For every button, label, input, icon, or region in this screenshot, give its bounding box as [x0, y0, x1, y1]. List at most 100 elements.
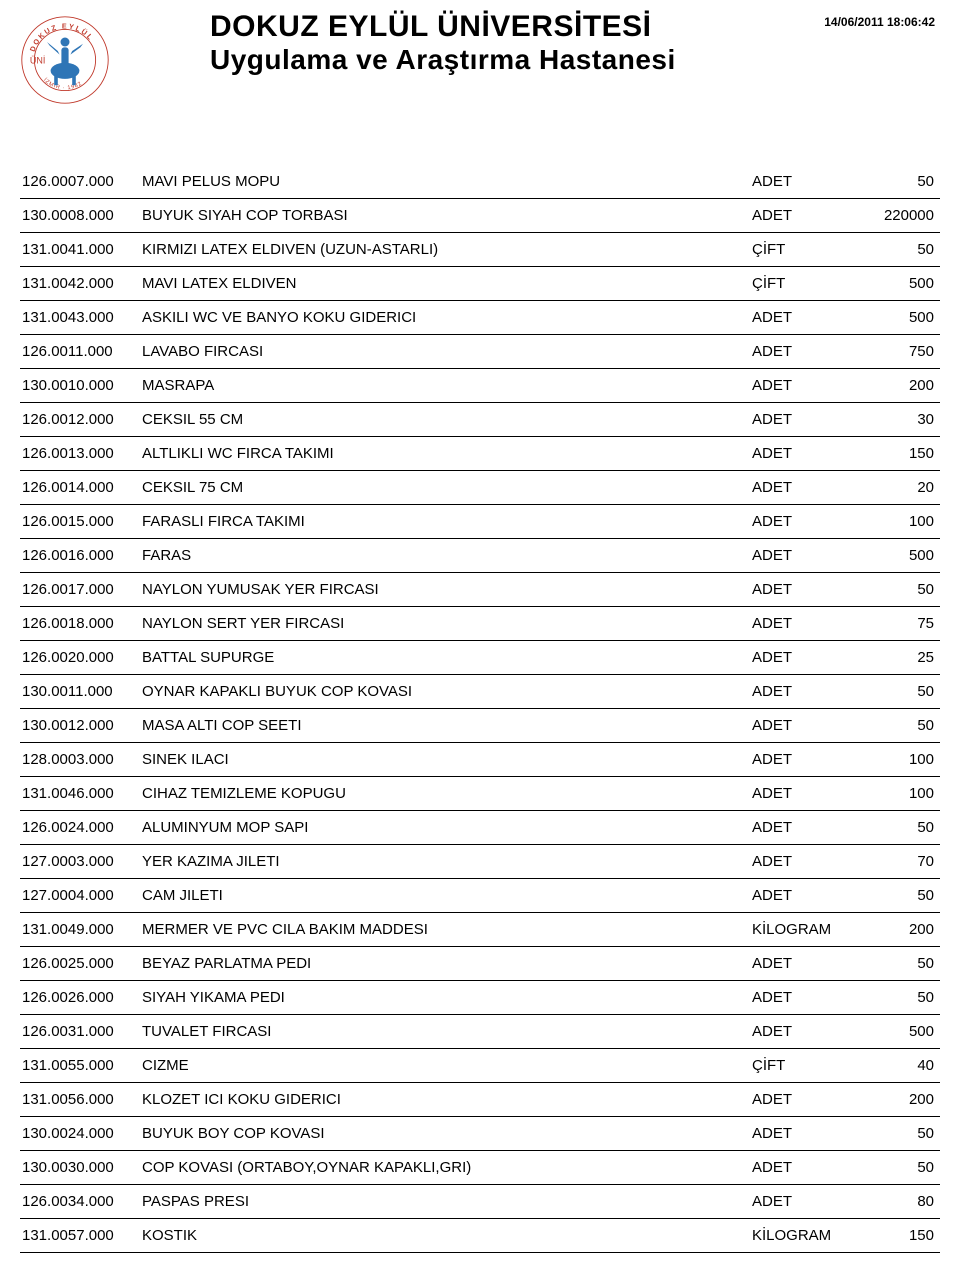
table-row: 126.0013.000ALTLIKLI WC FIRCA TAKIMIADET… — [20, 437, 940, 471]
title-block: DOKUZ EYLÜL ÜNİVERSİTESİ Uygulama ve Ara… — [130, 10, 940, 76]
item-unit: ADET — [750, 369, 860, 403]
item-unit: ADET — [750, 811, 860, 845]
item-description: CIZME — [140, 1049, 750, 1083]
item-quantity: 220000 — [860, 199, 940, 233]
item-code: 126.0031.000 — [20, 1015, 140, 1049]
item-description: YER KAZIMA JILETI — [140, 845, 750, 879]
item-quantity: 40 — [860, 1049, 940, 1083]
item-description: BATTAL SUPURGE — [140, 641, 750, 675]
item-code: 131.0041.000 — [20, 233, 140, 267]
item-quantity: 25 — [860, 641, 940, 675]
item-quantity: 50 — [860, 573, 940, 607]
table-row: 131.0055.000CIZMEÇİFT40 — [20, 1049, 940, 1083]
item-quantity: 750 — [860, 335, 940, 369]
item-quantity: 50 — [860, 233, 940, 267]
item-unit: ÇİFT — [750, 1049, 860, 1083]
table-row: 126.0016.000FARASADET500 — [20, 539, 940, 573]
item-unit: ADET — [750, 301, 860, 335]
table-row: 126.0026.000SIYAH YIKAMA PEDIADET50 — [20, 981, 940, 1015]
item-unit: ADET — [750, 1083, 860, 1117]
item-quantity: 50 — [860, 709, 940, 743]
table-row: 126.0031.000TUVALET FIRCASIADET500 — [20, 1015, 940, 1049]
item-unit: ADET — [750, 335, 860, 369]
item-quantity: 80 — [860, 1185, 940, 1219]
item-description: ALTLIKLI WC FIRCA TAKIMI — [140, 437, 750, 471]
item-code: 126.0018.000 — [20, 607, 140, 641]
item-quantity: 500 — [860, 301, 940, 335]
item-quantity: 50 — [860, 947, 940, 981]
table-row: 130.0008.000BUYUK SIYAH COP TORBASIADET2… — [20, 199, 940, 233]
item-quantity: 100 — [860, 505, 940, 539]
item-code: 126.0013.000 — [20, 437, 140, 471]
table-row: 130.0011.000OYNAR KAPAKLI BUYUK COP KOVA… — [20, 675, 940, 709]
item-code: 126.0020.000 — [20, 641, 140, 675]
item-unit: ADET — [750, 1015, 860, 1049]
item-description: ASKILI WC VE BANYO KOKU GIDERICI — [140, 301, 750, 335]
item-code: 131.0043.000 — [20, 301, 140, 335]
items-table: 126.0007.000MAVI PELUS MOPUADET50130.000… — [20, 165, 940, 1253]
item-code: 127.0004.000 — [20, 879, 140, 913]
item-quantity: 70 — [860, 845, 940, 879]
item-unit: ÇİFT — [750, 267, 860, 301]
table-row: 130.0024.000BUYUK BOY COP KOVASIADET50 — [20, 1117, 940, 1151]
item-quantity: 100 — [860, 743, 940, 777]
table-row: 131.0042.000MAVI LATEX ELDIVENÇİFT500 — [20, 267, 940, 301]
item-code: 126.0015.000 — [20, 505, 140, 539]
item-code: 126.0016.000 — [20, 539, 140, 573]
item-code: 130.0024.000 — [20, 1117, 140, 1151]
table-row: 131.0046.000CIHAZ TEMIZLEME KOPUGUADET10… — [20, 777, 940, 811]
item-quantity: 75 — [860, 607, 940, 641]
item-code: 131.0056.000 — [20, 1083, 140, 1117]
item-unit: ADET — [750, 437, 860, 471]
table-row: 126.0034.000PASPAS PRESIADET80 — [20, 1185, 940, 1219]
item-code: 126.0014.000 — [20, 471, 140, 505]
table-row: 131.0049.000MERMER VE PVC CILA BAKIM MAD… — [20, 913, 940, 947]
item-description: BEYAZ PARLATMA PEDI — [140, 947, 750, 981]
header: DOKUZ EYLÜL İZMİR · 1982 ÜNİ — [20, 10, 940, 105]
item-description: SINEK ILACI — [140, 743, 750, 777]
university-logo: DOKUZ EYLÜL İZMİR · 1982 ÜNİ — [20, 15, 110, 105]
item-unit: ADET — [750, 641, 860, 675]
item-code: 130.0030.000 — [20, 1151, 140, 1185]
item-unit: ADET — [750, 675, 860, 709]
item-code: 130.0008.000 — [20, 199, 140, 233]
item-description: MAVI LATEX ELDIVEN — [140, 267, 750, 301]
item-description: KIRMIZI LATEX ELDIVEN (UZUN-ASTARLI) — [140, 233, 750, 267]
table-row: 131.0043.000ASKILI WC VE BANYO KOKU GIDE… — [20, 301, 940, 335]
item-description: TUVALET FIRCASI — [140, 1015, 750, 1049]
item-code: 126.0011.000 — [20, 335, 140, 369]
table-row: 126.0012.000CEKSIL 55 CMADET30 — [20, 403, 940, 437]
item-description: LAVABO FIRCASI — [140, 335, 750, 369]
table-row: 127.0004.000CAM JILETIADET50 — [20, 879, 940, 913]
item-unit: ADET — [750, 879, 860, 913]
item-description: MASA ALTI COP SEETI — [140, 709, 750, 743]
item-unit: ADET — [750, 845, 860, 879]
item-quantity: 200 — [860, 369, 940, 403]
item-unit: ADET — [750, 743, 860, 777]
item-quantity: 50 — [860, 879, 940, 913]
item-quantity: 100 — [860, 777, 940, 811]
item-unit: ADET — [750, 1185, 860, 1219]
item-unit: ADET — [750, 607, 860, 641]
item-quantity: 500 — [860, 1015, 940, 1049]
item-description: CEKSIL 75 CM — [140, 471, 750, 505]
item-unit: KİLOGRAM — [750, 913, 860, 947]
item-quantity: 50 — [860, 811, 940, 845]
item-code: 131.0049.000 — [20, 913, 140, 947]
item-unit: ADET — [750, 777, 860, 811]
item-quantity: 50 — [860, 1151, 940, 1185]
item-code: 126.0017.000 — [20, 573, 140, 607]
item-code: 131.0042.000 — [20, 267, 140, 301]
table-row: 126.0014.000CEKSIL 75 CMADET20 — [20, 471, 940, 505]
item-quantity: 500 — [860, 539, 940, 573]
item-description: KOSTIK — [140, 1219, 750, 1253]
table-row: 126.0020.000BATTAL SUPURGEADET25 — [20, 641, 940, 675]
item-code: 130.0011.000 — [20, 675, 140, 709]
item-code: 126.0007.000 — [20, 165, 140, 199]
svg-text:ÜNİ: ÜNİ — [30, 56, 46, 66]
item-quantity: 30 — [860, 403, 940, 437]
item-unit: KİLOGRAM — [750, 1219, 860, 1253]
item-quantity: 150 — [860, 1219, 940, 1253]
item-quantity: 200 — [860, 913, 940, 947]
item-code: 131.0057.000 — [20, 1219, 140, 1253]
